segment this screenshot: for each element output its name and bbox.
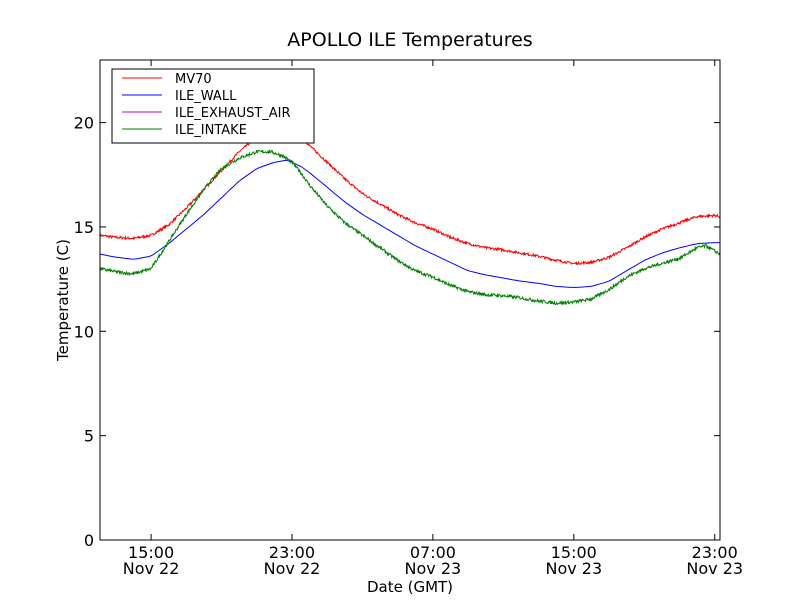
legend-label: MV70 [175,72,212,87]
legend-label: ILE_EXHAUST_AIR [175,106,291,121]
x-tick-time-label: 07:00 [410,543,456,562]
x-tick-time-label: 15:00 [551,543,597,562]
x-axis-title: Date (GMT) [367,578,453,596]
legend: MV70 ILE_WALL ILE_EXHAUST_AIR ILE_INTAKE [111,68,315,144]
plot-lines [99,128,721,306]
y-axis: 0 5 10 15 20 [74,114,720,550]
y-tick-label: 10 [74,322,94,341]
x-tick-time-label: 23:00 [692,543,738,562]
y-tick-label: 5 [84,427,94,446]
y-axis-title: Temperature (C) [54,239,72,362]
series-line-ile-wall [99,159,720,288]
plot-frame [99,59,721,541]
series-line-ile-intake [99,149,721,306]
x-tick-date-label: Nov 22 [264,559,321,578]
x-tick-date-label: Nov 23 [405,559,462,578]
legend-label: ILE_INTAKE [175,123,247,138]
legend-label: ILE_WALL [175,89,237,104]
chart-title: APOLLO ILE Temperatures [287,29,532,51]
y-tick-label: 0 [84,531,94,550]
y-tick-label: 15 [74,218,94,237]
legend-box [111,68,315,144]
x-tick-time-label: 15:00 [128,543,174,562]
x-tick-date-label: Nov 23 [545,559,602,578]
x-tick-date-label: Nov 23 [686,559,743,578]
y-tick-label: 20 [74,114,94,133]
x-tick-time-label: 23:00 [269,543,315,562]
x-tick-date-label: Nov 22 [123,559,180,578]
